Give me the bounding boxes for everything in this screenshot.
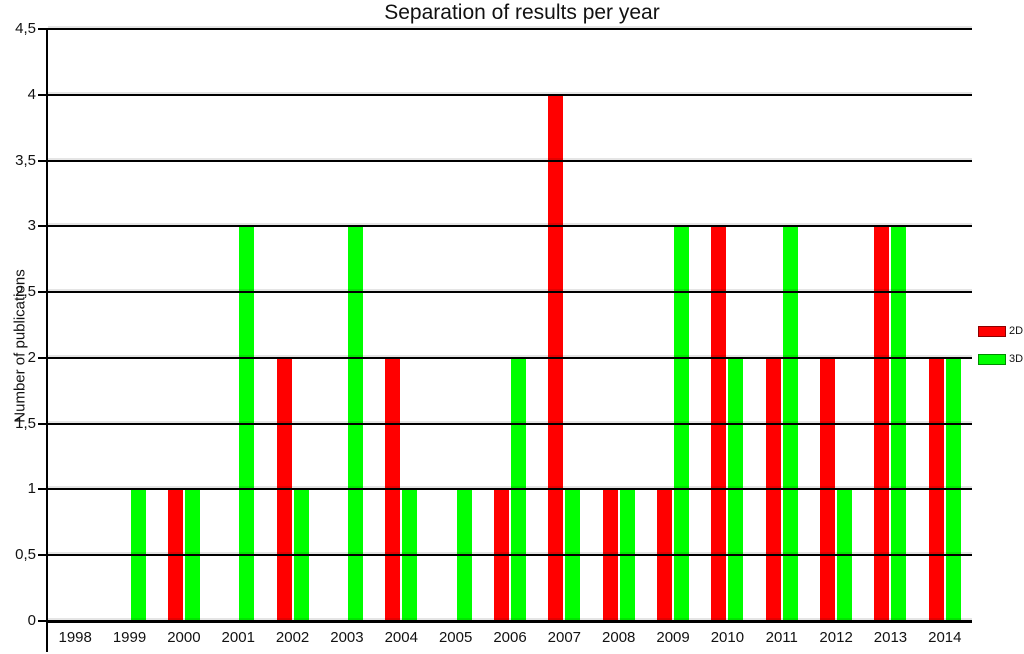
x-tick-label-2000: 2000	[167, 629, 201, 646]
legend-item-3d: 3D	[978, 353, 1023, 365]
x-tick-label-2003: 2003	[330, 629, 364, 646]
y-tick-2,5	[38, 291, 48, 294]
gridline-3,5	[48, 159, 972, 162]
y-tick-label-4,5: 4,5	[15, 20, 36, 37]
y-tick-label-1,5: 1,5	[15, 414, 36, 432]
x-tick-label-2007: 2007	[547, 629, 582, 646]
x-tick-label-2002: 2002	[275, 629, 310, 646]
y-tick-label-4: 4	[27, 85, 36, 103]
bar-3d-2003	[347, 227, 363, 622]
y-tick-3,5	[38, 159, 48, 162]
bar-3d-2011	[782, 227, 798, 622]
x-tick-label-2009: 2009	[656, 629, 690, 646]
y-tick-label-0,5: 0,5	[15, 546, 36, 564]
y-tick-label-2,5: 2,5	[15, 283, 36, 301]
gridline-1	[48, 488, 972, 491]
chart-title: Separation of results per year	[384, 1, 660, 24]
x-tick-label-2004: 2004	[384, 629, 418, 646]
x-tick-label-2013: 2013	[873, 629, 908, 646]
bar-3d-2009	[674, 227, 690, 622]
bar-2d-2010	[711, 227, 727, 622]
x-tick-label-1998: 1998	[58, 629, 92, 646]
x-tick-label-2001: 2001	[221, 629, 255, 646]
legend-item-2d: 2D	[978, 325, 1023, 337]
y-tick-4,5	[38, 28, 48, 30]
bar-2d-2007	[548, 95, 564, 622]
gridline-4,5	[48, 28, 972, 30]
gridline-2	[48, 356, 972, 359]
y-tick-1,5	[38, 422, 48, 425]
gridline-1,5	[48, 422, 972, 425]
x-tick-label-2014: 2014	[928, 629, 962, 646]
legend-label-2d: 2D	[1009, 325, 1024, 337]
gridline-0	[48, 620, 972, 623]
gridline-3	[48, 225, 972, 228]
legend-label-3d: 3D	[1009, 353, 1024, 365]
x-tick-label-2010: 2010	[710, 629, 745, 646]
bar-3d-2013	[891, 227, 907, 622]
y-tick-label-2: 2	[27, 348, 36, 366]
y-tick-label-0: 0	[27, 612, 36, 629]
x-tick-label-2012: 2012	[819, 629, 853, 646]
x-tick-label-2011: 2011	[765, 629, 798, 646]
gridline-0,5	[48, 554, 972, 557]
gridline-2,5	[48, 291, 972, 294]
y-axis-line	[46, 28, 48, 652]
y-tick-label-3,5: 3,5	[15, 151, 36, 169]
y-tick-0,5	[38, 554, 48, 557]
bar-2d-2013	[874, 227, 890, 622]
y-tick-label-3: 3	[27, 217, 36, 235]
legend: 2D 3D	[978, 325, 1023, 381]
y-tick-label-1: 1	[27, 480, 36, 498]
y-tick-4	[38, 93, 48, 96]
y-tick-1	[38, 488, 48, 491]
y-tick-0	[38, 620, 48, 622]
x-tick-label-1999: 1999	[112, 629, 147, 646]
gridline-4	[48, 93, 972, 96]
y-tick-2	[38, 356, 48, 359]
legend-swatch-3d	[978, 353, 1006, 365]
x-tick-label-2005: 2005	[438, 629, 473, 646]
legend-swatch-2d	[978, 325, 1006, 337]
x-tick-label-2006: 2006	[493, 629, 527, 646]
x-tick-label-2008: 2008	[602, 629, 636, 646]
y-tick-3	[38, 225, 48, 228]
bar-3d-2001	[239, 227, 255, 622]
